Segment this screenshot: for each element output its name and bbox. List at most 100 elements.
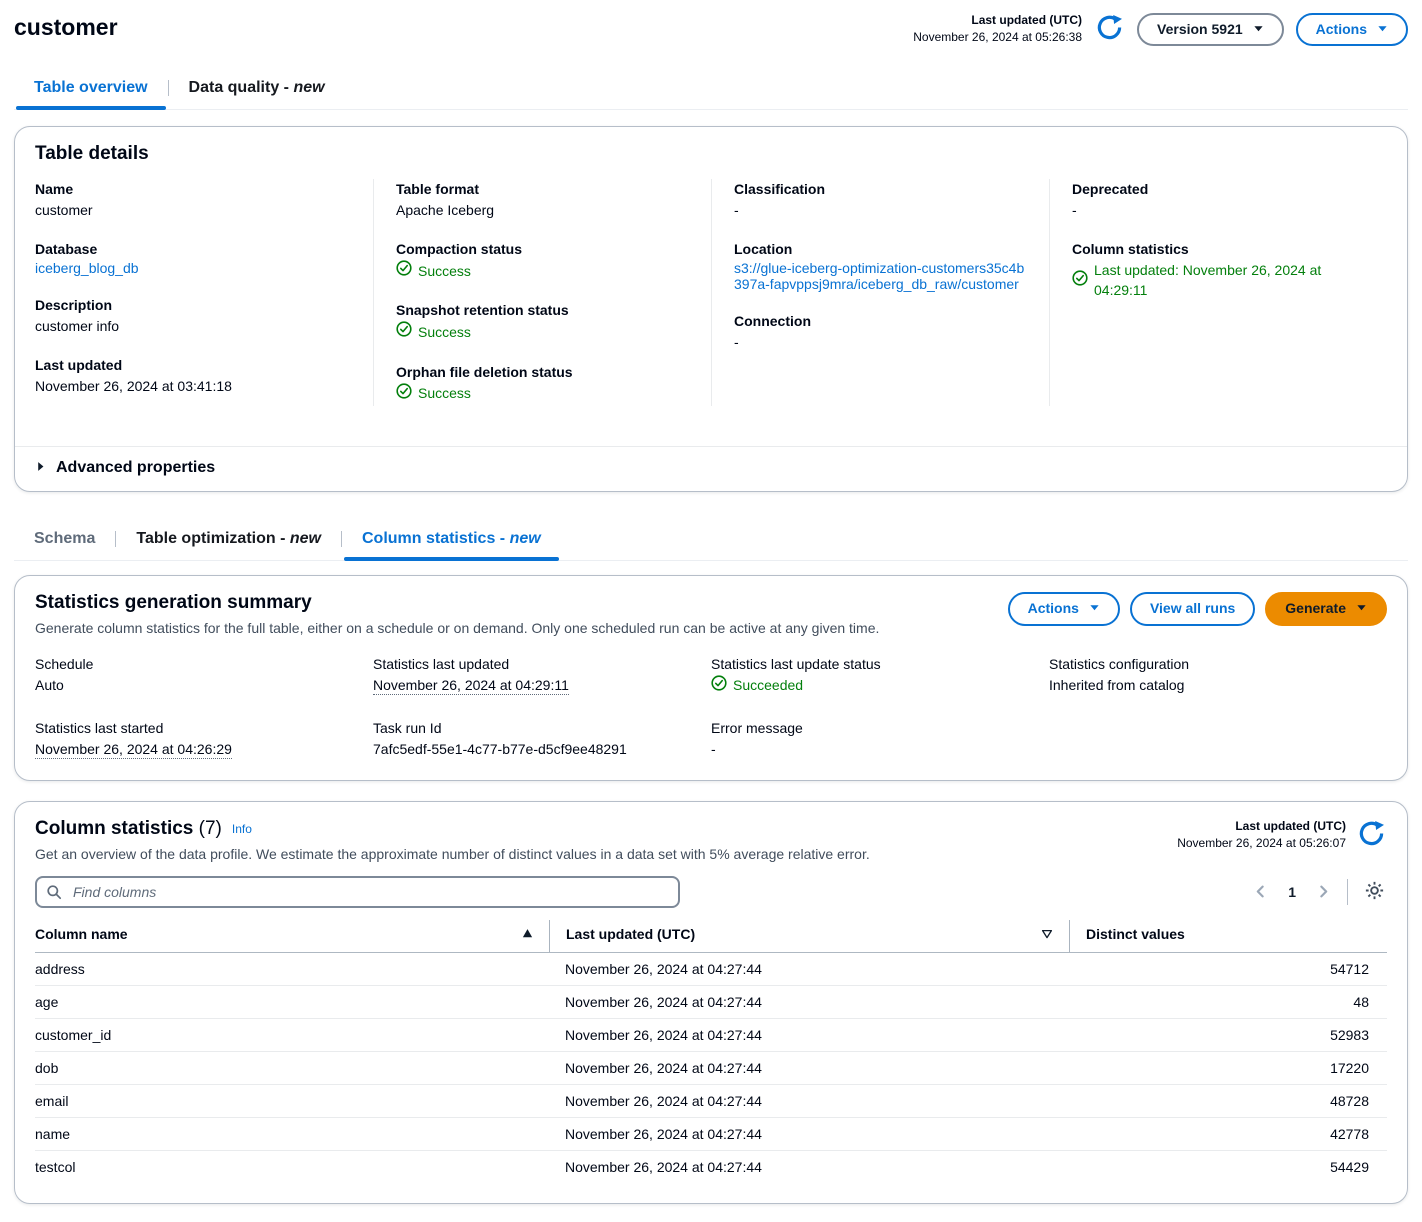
table-row: address November 26, 2024 at 04:27:44 54… [35,953,1387,985]
view-all-runs-label: View all runs [1150,599,1235,619]
cell-distinct-values: 54429 [1069,1151,1387,1183]
field-label-deprecated: Deprecated [1072,181,1365,197]
version-dropdown[interactable]: Version 5921 [1137,13,1284,47]
chevron-down-icon [1356,599,1367,619]
table-details-title: Table details [35,143,1387,165]
sort-ascending-icon [522,928,533,939]
chevron-down-icon [1377,20,1388,40]
cell-last-updated: November 26, 2024 at 04:27:44 [549,1118,1069,1150]
cell-column-name: name [35,1118,549,1150]
table-body: address November 26, 2024 at 04:27:44 54… [35,953,1387,1183]
field-value-stats-last-updated: November 26, 2024 at 04:29:11 [373,677,569,695]
field-value-classification: - [734,200,1027,220]
previous-page-button[interactable] [1251,882,1270,901]
success-check-icon [396,321,412,342]
cell-distinct-values: 42778 [1069,1118,1387,1150]
column-header-label: Distinct values [1086,926,1185,942]
cell-distinct-values: 48 [1069,986,1387,1018]
column-statistics-title: Column statistics (7) [35,818,222,840]
tab-data-quality[interactable]: Data quality - new [169,71,345,109]
cell-distinct-values: 54712 [1069,953,1387,985]
cell-column-name: testcol [35,1151,549,1183]
cell-distinct-values: 48728 [1069,1085,1387,1117]
search-icon [46,884,62,903]
last-updated-label: Last updated (UTC) [913,12,1082,29]
tab-label: Table optimization - [136,530,285,547]
column-header-name[interactable]: Column name [35,920,549,952]
stats-actions-dropdown[interactable]: Actions [1008,592,1120,626]
field-value-name: customer [35,200,351,220]
last-updated-value: November 26, 2024 at 05:26:07 [1177,835,1346,852]
table-row: dob November 26, 2024 at 04:27:44 17220 [35,1051,1387,1084]
table-row: customer_id November 26, 2024 at 04:27:4… [35,1018,1387,1051]
column-statistics-table: Column name Last updated (UTC) Distinct … [35,920,1387,1183]
header-actions: Last updated (UTC) November 26, 2024 at … [913,8,1408,47]
page-title: customer [14,14,118,41]
field-label-description: Description [35,297,351,313]
field-label-configuration: Statistics configuration [1049,656,1387,672]
statistics-summary-title: Statistics generation summary [35,592,879,614]
success-check-icon [711,675,727,696]
field-value-last-updated: November 26, 2024 at 03:41:18 [35,376,351,396]
field-value-deprecated: - [1072,200,1365,220]
table-row: name November 26, 2024 at 04:27:44 42778 [35,1117,1387,1150]
cell-distinct-values: 17220 [1069,1052,1387,1084]
field-value-stats-last-started: November 26, 2024 at 04:26:29 [35,741,232,759]
sort-descending-outline-icon [1041,928,1053,940]
orphan-status: Success [396,383,689,404]
table-preferences-button[interactable] [1362,878,1387,906]
tab-label: Data quality - [189,79,289,96]
status-text: Success [418,261,471,281]
advanced-properties-toggle[interactable]: Advanced properties [15,446,1407,491]
field-value-table-format: Apache Iceberg [396,200,689,220]
database-link[interactable]: iceberg_blog_db [35,260,139,276]
caret-right-icon [35,459,46,477]
primary-tabs: Table overview Data quality - new [14,71,1408,110]
view-all-runs-button[interactable]: View all runs [1130,592,1255,626]
success-check-icon [396,383,412,404]
status-text: Success [418,322,471,342]
table-row: testcol November 26, 2024 at 04:27:44 54… [35,1150,1387,1183]
tab-table-overview[interactable]: Table overview [14,71,168,109]
field-value-schedule: Auto [35,675,373,695]
field-label-column-statistics: Column statistics [1072,241,1365,257]
field-label-location: Location [734,241,1027,257]
actions-dropdown-label: Actions [1316,20,1367,40]
cell-last-updated: November 26, 2024 at 04:27:44 [549,1052,1069,1084]
chevron-down-icon [1253,20,1264,40]
advanced-properties-label: Advanced properties [56,459,215,477]
tab-schema[interactable]: Schema [14,522,115,560]
column-header-last-updated[interactable]: Last updated (UTC) [549,920,1069,952]
field-label-connection: Connection [734,313,1027,329]
statistics-summary-description: Generate column statistics for the full … [35,620,879,636]
cell-last-updated: November 26, 2024 at 04:27:44 [549,986,1069,1018]
snapshot-status: Success [396,321,689,342]
field-label-schedule: Schedule [35,656,373,672]
gear-icon [1364,880,1385,904]
search-input[interactable] [35,876,680,908]
generate-dropdown[interactable]: Generate [1265,592,1387,626]
tab-column-statistics[interactable]: Column statistics - new [342,522,561,560]
actions-dropdown[interactable]: Actions [1296,13,1408,47]
column-statistics-card: Column statistics (7) Info Get an overvi… [14,801,1408,1204]
toolbar-divider [1347,879,1348,905]
refresh-button[interactable] [1356,818,1387,852]
cell-column-name: dob [35,1052,549,1084]
next-page-button[interactable] [1314,882,1333,901]
tab-table-optimization[interactable]: Table optimization - new [116,522,341,560]
tab-label: Column statistics - [362,530,505,547]
info-link[interactable]: Info [232,822,252,836]
cell-column-name: address [35,953,549,985]
s3-location-link[interactable]: s3://glue-iceberg-optimization-customers… [734,260,1027,292]
cell-column-name: customer_id [35,1019,549,1051]
field-label-snapshot: Snapshot retention status [396,302,689,318]
cell-last-updated: November 26, 2024 at 04:27:44 [549,953,1069,985]
tab-new-badge: new [290,530,321,547]
cell-last-updated: November 26, 2024 at 04:27:44 [549,1151,1069,1183]
refresh-icon [1358,820,1385,850]
refresh-button[interactable] [1094,12,1125,46]
table-row: email November 26, 2024 at 04:27:44 4872… [35,1084,1387,1117]
current-page-button[interactable]: 1 [1288,884,1296,900]
tab-new-badge: new [510,530,541,547]
field-value-description: customer info [35,316,351,336]
